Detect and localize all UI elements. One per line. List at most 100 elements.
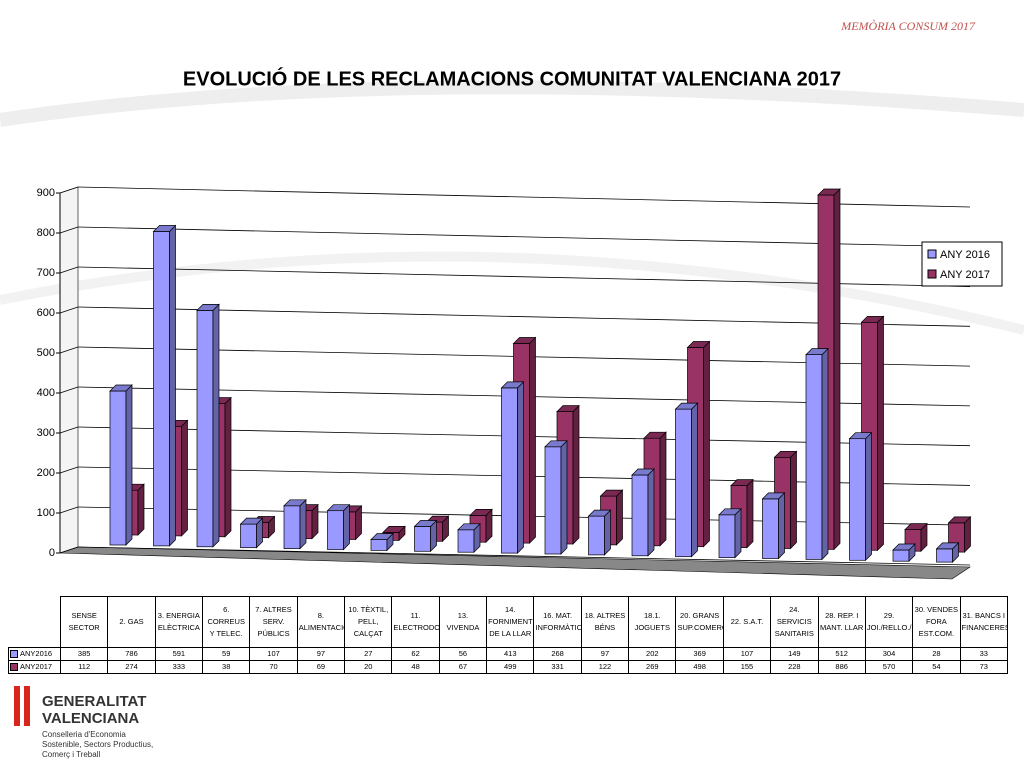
cell: 107 <box>722 647 772 661</box>
y-tick-label: 400 <box>37 387 55 399</box>
header: MEMÒRIA CONSUM 2017 <box>840 19 976 33</box>
grid-line <box>59 306 79 314</box>
bar-top <box>718 508 742 516</box>
bar-side <box>517 381 524 554</box>
legend-swatch <box>10 650 18 659</box>
bar-side <box>821 347 829 561</box>
column-header: SENSE SECTOR <box>59 596 109 648</box>
bar <box>892 543 916 563</box>
cell: 59 <box>202 647 251 661</box>
bar-side <box>560 439 568 555</box>
column-header: 13. VIVENDA <box>438 596 488 648</box>
bar-top <box>935 542 960 550</box>
bar-side <box>169 224 176 547</box>
bar-top <box>848 432 873 440</box>
cell: 304 <box>864 647 914 661</box>
cell: 886 <box>817 660 866 674</box>
cell: 570 <box>864 660 914 674</box>
cell: 112 <box>59 660 109 674</box>
bar <box>674 402 699 558</box>
bar-top <box>370 533 394 540</box>
bar-side <box>616 489 623 546</box>
column-header: 18.1. JOGUETS <box>628 596 677 648</box>
logo-mark <box>14 686 20 726</box>
bar-side <box>833 188 841 551</box>
row-label: ANY2017 <box>8 660 61 674</box>
row-label: ANY2016 <box>8 647 61 661</box>
column-header: 8. ALIMENTACIÓ <box>296 596 346 648</box>
bar-top <box>544 440 568 448</box>
bar-top <box>413 520 438 527</box>
cell: 69 <box>296 660 346 674</box>
bar-front <box>414 526 431 552</box>
cell: 73 <box>959 660 1009 674</box>
bar-side <box>877 315 884 552</box>
cell: 48 <box>391 660 440 674</box>
bar-side <box>181 419 188 537</box>
column-header: 24. SERVICIS SANITARIS <box>770 596 819 648</box>
bar <box>805 347 829 561</box>
cell: 67 <box>438 660 488 674</box>
bar <box>239 517 264 549</box>
chart-title: EVOLUCIÓ DE LES RECLAMACIONS COMUNITAT V… <box>183 66 841 90</box>
bar <box>196 303 220 548</box>
bar <box>457 522 481 554</box>
legend-swatch <box>927 269 937 279</box>
bar-side <box>865 431 872 562</box>
bar-top <box>686 341 711 348</box>
header-row: SENSE SECTOR 2. GAS 3. ENERGIA ELÈCTRICA 6.… <box>9 596 1009 648</box>
column-header: 20. GRANS SUP.COMERCIALS <box>675 596 724 648</box>
logo-text: Sostenible, Sectors Productius, <box>42 740 153 749</box>
column-header: 30. VENDES FORA EST.COM. <box>912 596 961 648</box>
bar-top <box>512 337 537 344</box>
y-tick-label: 600 <box>37 307 55 319</box>
cell: 498 <box>675 660 724 674</box>
cell: 56 <box>438 647 488 661</box>
bar-front <box>240 523 257 549</box>
logo-text: Comerç i Treball <box>42 750 100 759</box>
bar-front <box>849 438 866 561</box>
bar <box>152 224 177 547</box>
legend-label: ANY 2017 <box>940 269 990 281</box>
bar-side <box>125 384 133 546</box>
bar-top <box>805 348 829 355</box>
cell: 202 <box>628 647 677 661</box>
bar-front <box>153 231 170 547</box>
bar-side <box>790 450 797 550</box>
cell: 97 <box>296 647 346 661</box>
bar-front <box>631 474 649 557</box>
column-header: 10. TÈXTIL, PELL, CALÇAT <box>344 596 393 648</box>
bar-side <box>572 404 580 545</box>
bar-side <box>299 498 307 550</box>
legend-box <box>921 241 1003 287</box>
bar <box>848 431 873 562</box>
cell: 54 <box>912 660 961 674</box>
cell: 333 <box>154 660 204 674</box>
grid-line <box>59 506 79 514</box>
cell: 269 <box>628 660 677 674</box>
background-swoosh <box>0 80 1024 127</box>
bar-top <box>631 468 655 476</box>
y-tick-label: 100 <box>37 507 55 519</box>
bar-top <box>761 492 786 500</box>
column-header: 7. ALTRES SERV. PÚBLICS <box>249 596 298 648</box>
bar-top <box>773 450 798 458</box>
bar <box>370 532 394 552</box>
background-swoosh <box>0 251 1024 335</box>
cell: 122 <box>580 660 630 674</box>
cell: 274 <box>107 660 156 674</box>
y-tick-label: 900 <box>37 187 55 199</box>
bar-top <box>892 543 916 551</box>
bar-top <box>109 384 133 392</box>
grid-line <box>77 546 971 566</box>
grid-line <box>59 266 79 274</box>
bar-side <box>529 336 536 544</box>
legend-swatch <box>10 663 18 672</box>
y-tick-label: 700 <box>37 267 55 279</box>
bar-front <box>544 446 562 555</box>
bar-front <box>501 387 518 554</box>
logo-mark <box>24 686 30 726</box>
bar-top <box>326 504 351 512</box>
bar-top <box>643 431 667 439</box>
